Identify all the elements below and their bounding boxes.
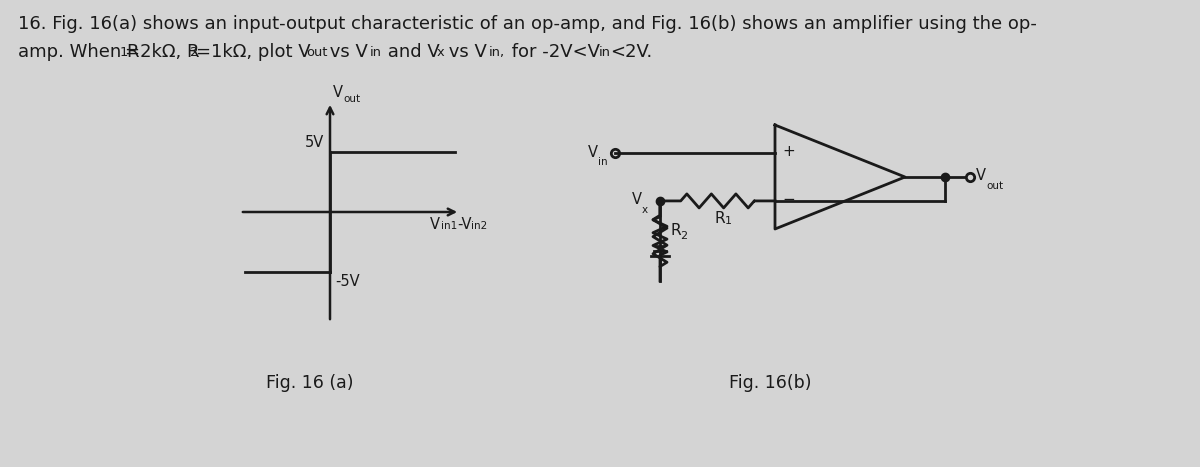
Text: V: V xyxy=(976,169,986,184)
Text: in,: in, xyxy=(490,46,505,59)
Text: V: V xyxy=(430,217,440,232)
Text: 5V: 5V xyxy=(305,135,324,150)
Text: x: x xyxy=(642,205,648,215)
Text: out: out xyxy=(343,94,360,104)
Text: x: x xyxy=(437,46,445,59)
Text: -5V: -5V xyxy=(335,274,360,289)
Text: 16. Fig. 16(a) shows an input-output characteristic of an op-amp, and Fig. 16(b): 16. Fig. 16(a) shows an input-output cha… xyxy=(18,15,1037,33)
Text: in2: in2 xyxy=(470,221,487,231)
Text: in: in xyxy=(599,46,611,59)
Text: 2: 2 xyxy=(190,46,198,59)
Text: 1: 1 xyxy=(120,46,128,59)
Text: Fig. 16 (a): Fig. 16 (a) xyxy=(266,374,354,392)
Text: amp. When R: amp. When R xyxy=(18,43,139,61)
Text: -V: -V xyxy=(457,217,472,232)
Text: −: − xyxy=(782,192,794,207)
Text: vs V: vs V xyxy=(324,43,367,61)
Text: vs V: vs V xyxy=(443,43,487,61)
Text: for -2V<V: for -2V<V xyxy=(506,43,600,61)
Text: in1: in1 xyxy=(442,221,457,231)
Text: =1kΩ, plot V: =1kΩ, plot V xyxy=(196,43,311,61)
Text: R: R xyxy=(670,223,680,239)
Text: =2kΩ, R: =2kΩ, R xyxy=(125,43,200,61)
Text: in: in xyxy=(370,46,382,59)
Text: out: out xyxy=(986,181,1003,191)
Text: V: V xyxy=(588,145,598,160)
Text: 2: 2 xyxy=(680,231,688,241)
Text: V: V xyxy=(632,192,642,207)
Text: <2V.: <2V. xyxy=(611,43,653,61)
Text: +: + xyxy=(782,143,794,159)
Text: R: R xyxy=(714,211,725,226)
Text: Fig. 16(b): Fig. 16(b) xyxy=(728,374,811,392)
Text: V: V xyxy=(334,85,343,100)
Text: 1: 1 xyxy=(725,216,732,226)
Text: and V: and V xyxy=(382,43,439,61)
Text: in: in xyxy=(598,157,607,167)
Text: out: out xyxy=(306,46,328,59)
